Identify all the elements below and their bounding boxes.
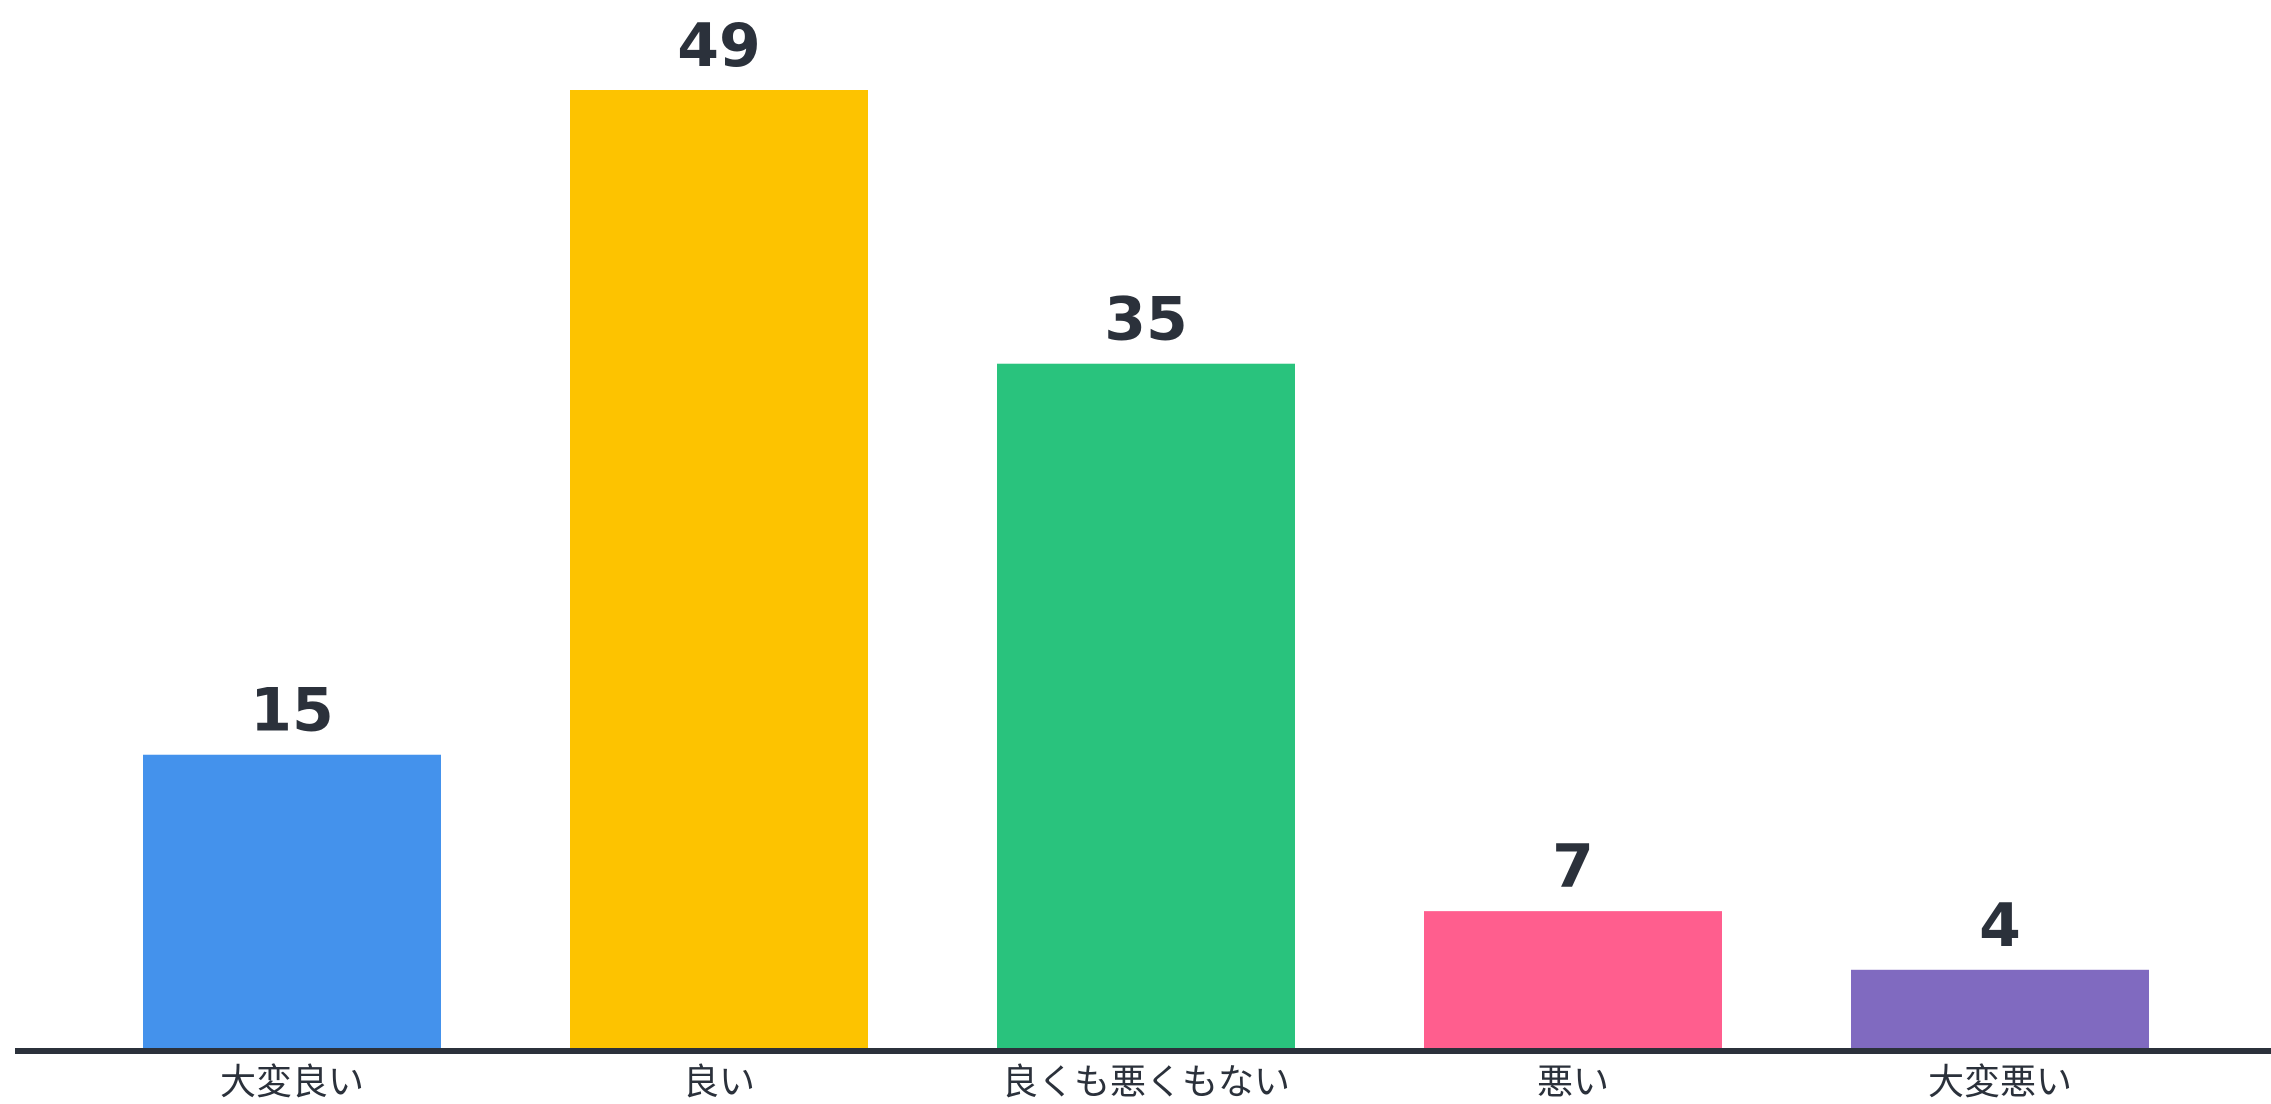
bar-3 — [997, 363, 1295, 1048]
value-labels-group: 15 49 35 7 4 — [250, 11, 2021, 961]
value-label-5: 4 — [1979, 891, 2021, 961]
tick-labels-group: 大変良い 良い 良くも悪くもない 悪い 大変悪い — [220, 1062, 2072, 1103]
x-tick-label-3: 良くも悪くもない — [1002, 1062, 1290, 1103]
bar-2 — [570, 90, 868, 1048]
value-label-1: 15 — [250, 676, 334, 746]
bar-5 — [1851, 969, 2149, 1048]
value-label-2: 49 — [677, 11, 761, 81]
bars-group — [143, 90, 2149, 1048]
x-tick-label-2: 良い — [683, 1062, 755, 1103]
bar-4 — [1424, 911, 1722, 1048]
x-tick-label-5: 大変悪い — [1928, 1062, 2072, 1103]
bar-1 — [143, 754, 441, 1048]
value-label-3: 35 — [1104, 285, 1188, 355]
x-tick-label-4: 悪い — [1537, 1062, 1609, 1103]
x-tick-label-1: 大変良い — [220, 1062, 364, 1103]
value-label-4: 7 — [1552, 832, 1594, 902]
